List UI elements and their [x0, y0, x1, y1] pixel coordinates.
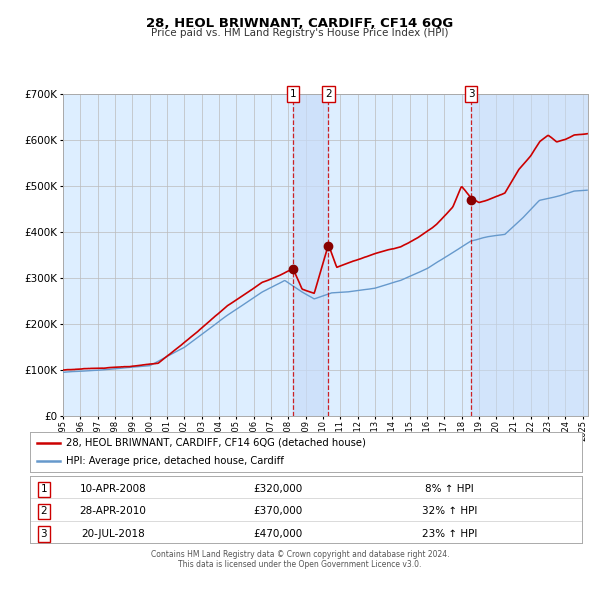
Text: 28, HEOL BRIWNANT, CARDIFF, CF14 6QG: 28, HEOL BRIWNANT, CARDIFF, CF14 6QG [146, 17, 454, 30]
Text: 32% ↑ HPI: 32% ↑ HPI [422, 506, 477, 516]
Text: 1: 1 [40, 484, 47, 494]
Text: £470,000: £470,000 [254, 529, 303, 539]
Text: 2: 2 [40, 506, 47, 516]
Text: £320,000: £320,000 [254, 484, 303, 494]
Text: 23% ↑ HPI: 23% ↑ HPI [422, 529, 477, 539]
Text: Contains HM Land Registry data © Crown copyright and database right 2024.
This d: Contains HM Land Registry data © Crown c… [151, 550, 449, 569]
Bar [293, 94, 328, 416]
Text: 8% ↑ HPI: 8% ↑ HPI [425, 484, 474, 494]
Bar [471, 94, 588, 416]
Text: £370,000: £370,000 [254, 506, 303, 516]
Text: 28, HEOL BRIWNANT, CARDIFF, CF14 6QG (detached house): 28, HEOL BRIWNANT, CARDIFF, CF14 6QG (de… [66, 438, 366, 448]
Text: 1: 1 [290, 90, 296, 99]
Text: Price paid vs. HM Land Registry's House Price Index (HPI): Price paid vs. HM Land Registry's House … [151, 28, 449, 38]
Text: 20-JUL-2018: 20-JUL-2018 [81, 529, 145, 539]
Text: 28-APR-2010: 28-APR-2010 [79, 506, 146, 516]
Text: 3: 3 [40, 529, 47, 539]
Text: 2: 2 [325, 90, 332, 99]
Text: 3: 3 [468, 90, 475, 99]
Text: 10-APR-2008: 10-APR-2008 [79, 484, 146, 494]
Text: HPI: Average price, detached house, Cardiff: HPI: Average price, detached house, Card… [66, 456, 284, 466]
